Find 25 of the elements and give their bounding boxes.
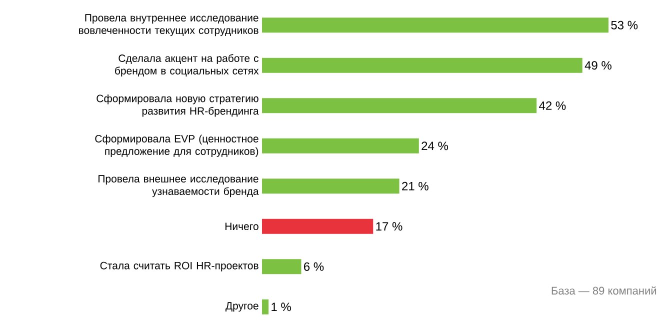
bar xyxy=(262,218,374,234)
annotation: База — 89 компаний xyxy=(552,286,656,295)
bar xyxy=(262,58,582,73)
y-tick-label: Стала считать ROI HR-проектов xyxy=(100,262,258,272)
bar xyxy=(262,18,608,33)
bar xyxy=(262,178,400,194)
data-label: 1 % xyxy=(272,302,291,312)
y-tick-label: Сформировала EVP (ценностное предложение для сотрудников) xyxy=(95,134,258,158)
bar xyxy=(262,138,419,154)
y-tick-label: Другое xyxy=(226,302,258,312)
bar xyxy=(262,299,269,314)
bar xyxy=(262,98,537,114)
y-tick-label: Провела внешнее исследование узнаваемости бренда xyxy=(98,175,259,198)
data-label: 49 % xyxy=(584,61,612,70)
data-label: 17 % xyxy=(376,222,402,231)
data-label: 24 % xyxy=(422,142,448,150)
bar xyxy=(262,259,302,274)
data-label: 42 % xyxy=(539,101,566,110)
y-tick-label: Сделала акцент на работе с брендом в социальных сетях xyxy=(115,54,259,77)
y-tick-label: Сформировала новую стратегию развития HR-брендинга xyxy=(96,94,259,117)
data-label: 53 % xyxy=(611,20,638,30)
y-tick-label: Ничего xyxy=(225,222,258,230)
data-label: 6 % xyxy=(304,262,324,271)
data-label: 21 % xyxy=(402,182,428,190)
y-tick-label: Провела внутреннее исследование вовлеченности текущих сотрудников xyxy=(79,14,258,36)
